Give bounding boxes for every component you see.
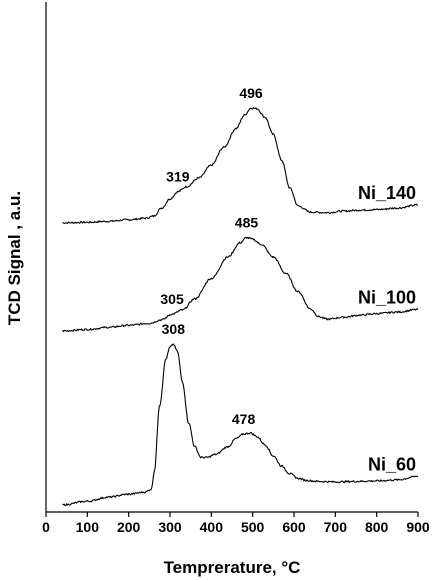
series-label: Ni_100	[358, 288, 416, 308]
x-tick-label: 900	[406, 519, 430, 535]
series-line-ni-140	[62, 107, 419, 225]
x-axis-title: Tempreraturе, °C	[164, 558, 301, 577]
peak-label: 308	[162, 321, 186, 337]
peak-label: 305	[160, 291, 184, 307]
y-axis-title: TCD Signal , a.u.	[5, 191, 24, 325]
peak-label: 478	[232, 411, 256, 427]
series-line-ni-60	[62, 343, 419, 507]
x-tick-label: 600	[282, 519, 306, 535]
peak-label: 496	[239, 85, 263, 101]
x-tick-label: 400	[200, 519, 224, 535]
plot-area: 0 100 200 300 400 500 600 700 800 900 319 496 305 48…	[42, 2, 430, 535]
series-line-ni-100	[62, 236, 419, 333]
series-label: Ni_140	[358, 183, 416, 203]
series-group	[62, 107, 419, 507]
x-tick-label: 300	[158, 519, 182, 535]
series-label: Ni_60	[368, 454, 416, 474]
plot-frame	[46, 2, 418, 512]
x-tick-label: 0	[42, 519, 50, 535]
x-ticks: 0 100 200 300 400 500 600 700 800 900	[42, 512, 430, 535]
x-tick-label: 500	[241, 519, 265, 535]
x-tick-label: 100	[76, 519, 100, 535]
peak-label: 485	[235, 215, 259, 231]
peak-label: 319	[166, 169, 190, 185]
series-labels: Ni_140 Ni_100 Ni_60	[358, 183, 416, 474]
x-tick-label: 800	[365, 519, 389, 535]
x-tick-label: 200	[117, 519, 141, 535]
peak-labels: 319 496 305 485 308 478	[160, 85, 263, 427]
x-tick-label: 700	[324, 519, 348, 535]
